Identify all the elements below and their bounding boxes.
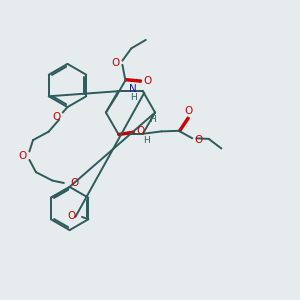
Text: O: O — [136, 126, 145, 136]
Text: N: N — [129, 84, 137, 94]
Text: O: O — [19, 151, 27, 161]
Text: O: O — [112, 58, 120, 68]
Text: H: H — [130, 93, 136, 102]
Text: O: O — [67, 211, 75, 221]
Text: O: O — [195, 135, 203, 145]
Text: O: O — [184, 106, 193, 116]
Text: H: H — [149, 115, 156, 124]
Text: O: O — [143, 76, 152, 86]
Text: O: O — [52, 112, 61, 122]
Text: H: H — [143, 136, 150, 145]
Text: O: O — [70, 178, 79, 188]
